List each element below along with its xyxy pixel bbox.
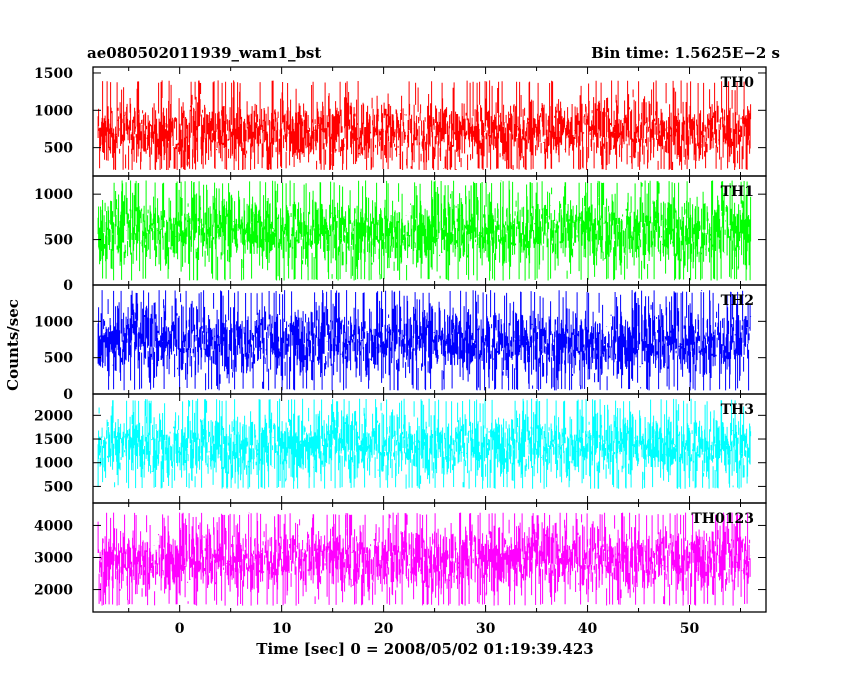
y-tick-label: 1000 — [34, 314, 73, 330]
series-th3 — [97, 398, 752, 489]
y-tick-label: 1000 — [34, 456, 73, 472]
y-tick-label: 500 — [44, 479, 73, 495]
chart-title: ae080502011939_wam1_bst — [87, 44, 321, 62]
y-tick-label: 500 — [44, 141, 73, 157]
panel-th0: 500 1000 1500 TH0 — [34, 66, 767, 177]
y-tick-label: 0 — [63, 387, 73, 403]
panels-group: 500 1000 1500 TH0 0 500 1000 TH1 0 500 1000 TH2 500 1… — [34, 66, 767, 613]
series-th0123 — [97, 512, 752, 606]
series-th0 — [97, 80, 752, 170]
x-tick-label: 0 — [175, 621, 185, 637]
y-tick-label: 1000 — [34, 103, 73, 119]
y-tick-label: 1000 — [34, 187, 73, 203]
x-tick-label: 20 — [374, 621, 394, 637]
series-th2 — [97, 290, 752, 391]
x-tick-label: 10 — [272, 621, 292, 637]
y-tick-label: 1500 — [34, 432, 73, 448]
y-tick-label: 3000 — [34, 551, 73, 567]
series-th1 — [97, 180, 752, 281]
x-tick-label: 50 — [680, 621, 700, 637]
y-tick-label: 4000 — [34, 518, 73, 534]
panel-label-th1: TH1 — [721, 184, 754, 200]
panel-th3: 500 1000 1500 2000 TH3 — [34, 393, 767, 504]
y-tick-label: 500 — [44, 351, 73, 367]
panel-th1: 0 500 1000 TH1 — [34, 175, 767, 294]
panel-label-th3: TH3 — [721, 402, 754, 418]
y-tick-label: 2000 — [34, 408, 73, 424]
panel-label-th0123: TH0123 — [691, 511, 754, 527]
x-tick-label: 40 — [578, 621, 598, 637]
x-tick-label: 30 — [476, 621, 496, 637]
x-axis-ticks: 0 10 20 30 40 50 — [175, 621, 700, 637]
panel-th0123: 2000 3000 4000 TH0123 — [34, 502, 767, 613]
bin-time-label: Bin time: 1.5625E−2 s — [591, 44, 780, 62]
y-tick-label: 2000 — [34, 583, 73, 599]
y-tick-label: 1500 — [34, 66, 73, 82]
panel-label-th2: TH2 — [721, 293, 754, 309]
x-axis-label: Time [sec] 0 = 2008/05/02 01:19:39.423 — [256, 640, 593, 658]
y-tick-label: 500 — [44, 233, 73, 249]
panel-label-th0: TH0 — [721, 75, 755, 91]
y-tick-label: 0 — [63, 278, 73, 294]
y-axis-label: Counts/sec — [4, 299, 22, 391]
panel-th2: 0 500 1000 TH2 — [34, 284, 767, 403]
